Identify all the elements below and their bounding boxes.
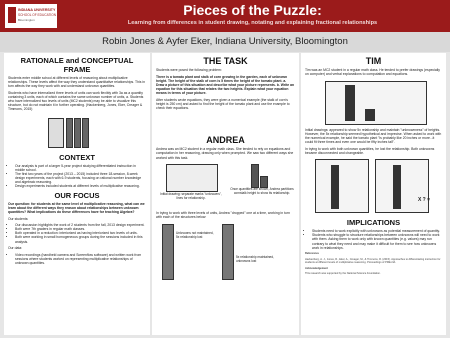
figure-bar [345, 84, 355, 121]
section-heading: THE TASK [203, 56, 248, 66]
problem: There is a tomato plant and stalk of cor… [156, 74, 295, 95]
logo-text: SCHOOL OF EDUCATION [18, 13, 57, 17]
figure: Unknowns not maintained, 5x relationship… [156, 221, 295, 282]
paragraph: Andrea was an MC2 student in a regular m… [156, 147, 294, 160]
logo-mark [8, 7, 16, 23]
section-heading: OUR FOCUS [54, 190, 100, 200]
figure-bar [260, 176, 268, 189]
figure-bar [222, 223, 234, 280]
caption: Once quantities are known, Andrea partit… [230, 187, 294, 195]
figure-bar [162, 223, 174, 280]
figure [8, 113, 146, 150]
figure [305, 78, 442, 125]
section-heading: RATIONALE and CONCEPTUAL FRAME [20, 56, 134, 74]
bullet: Both operated in a reduction: interioriz… [15, 231, 146, 235]
left-column: RATIONALE and CONCEPTUAL FRAME Students … [4, 53, 150, 335]
bullet: The first two years of the project (2013… [15, 172, 146, 184]
section-heading: CONTEXT [59, 152, 95, 162]
figure-bar [365, 108, 375, 121]
bullet: Design experiments included students at … [15, 184, 146, 188]
poster-subtitle: Learning from differences in student dra… [127, 20, 378, 26]
banner: INDIANA UNIVERSITY SCHOOL OF EDUCATION B… [0, 0, 450, 32]
caption: Unknowns not maintained, 5x relationship… [176, 230, 214, 239]
bullet: Both were working in small homogeneous g… [15, 235, 146, 243]
bullet-list: Students need to work explicitly with un… [305, 229, 442, 249]
paragraph: In trying to work with both unknown quan… [305, 146, 435, 155]
reference: Hackenberg, A. J., Jones, R., Eker, A., … [305, 257, 441, 264]
figure-drawing [325, 80, 427, 125]
spacer [156, 112, 295, 134]
figure-bar [82, 117, 89, 148]
figure-drawing [315, 159, 369, 214]
label: Our data: [8, 246, 23, 251]
figure-bar [393, 165, 401, 210]
caption: 5x relationship maintained, unknowns los… [236, 254, 274, 263]
figure: Once quantities are known, Andrea partit… [156, 162, 295, 209]
label: Our students: [8, 216, 29, 221]
figure-drawing [375, 159, 429, 214]
bullet: Students need to work explicitly with un… [312, 229, 442, 233]
figure-bar [74, 117, 81, 148]
bullet: Our analysis is part of a larger 5-year … [15, 164, 146, 172]
paragraph: Students who have internalized three lev… [8, 90, 144, 112]
bullet-list: Our discussion highlights the work of 2 … [8, 223, 146, 243]
paragraph: Initial drawings: appeared to show 5x re… [305, 127, 442, 144]
equation: X ? = [417, 197, 431, 204]
figure: X ? = [305, 157, 442, 216]
acknowledgement: This research was supported by the Natio… [305, 272, 381, 276]
figure-drawing [166, 164, 218, 193]
figure-bar [251, 164, 259, 189]
poster-title: Pieces of the Puzzle: [183, 2, 322, 18]
right-column: TIM Tim was an MC2 student in a regular … [301, 53, 446, 335]
bullet: Video recordings (handheld camera and Sc… [15, 253, 146, 265]
middle-column: THE TASK Students were posed the followi… [152, 53, 299, 335]
bullet-list: Video recordings (handheld camera and Sc… [8, 253, 146, 265]
logo-text: Bloomington [18, 18, 35, 22]
label: References [305, 252, 319, 256]
section-heading: IMPLICATIONS [346, 218, 401, 228]
question: Our question: for students at the same l… [8, 201, 145, 214]
bullet: Our discussion highlights the work of 2 … [15, 223, 146, 227]
section-heading: ANDREA [206, 135, 245, 146]
bullet: Both were 7th graders in regular math cl… [15, 227, 146, 231]
paragraph: After students wrote equations, they wer… [156, 97, 290, 110]
bullet: Students who struggle to structure relat… [312, 233, 442, 249]
caption: Initial drawing: separate marks "unknown… [160, 192, 222, 200]
bullet-list: Our analysis is part of a larger 5-year … [8, 164, 146, 189]
figure-bar [331, 165, 339, 210]
authors: Robin Jones & Ayfer Eker, Indiana Univer… [0, 32, 450, 52]
paragraph: Tim was an MC2 student in a regular math… [305, 68, 440, 77]
figure-bar [66, 117, 73, 148]
paragraph: In trying to work with three levels of u… [156, 211, 290, 220]
references: References Hackenberg, A. J., Jones, R.,… [305, 252, 442, 275]
logo-text: INDIANA UNIVERSITY [18, 8, 56, 12]
logo: INDIANA UNIVERSITY SCHOOL OF EDUCATION B… [5, 4, 57, 28]
paragraph: Students were posed the following proble… [156, 68, 222, 72]
paragraph: Students enter middle school at differen… [8, 76, 146, 89]
figure-bar [48, 117, 64, 148]
label: Acknowledgement [305, 266, 328, 270]
section-heading: TIM [365, 56, 382, 66]
